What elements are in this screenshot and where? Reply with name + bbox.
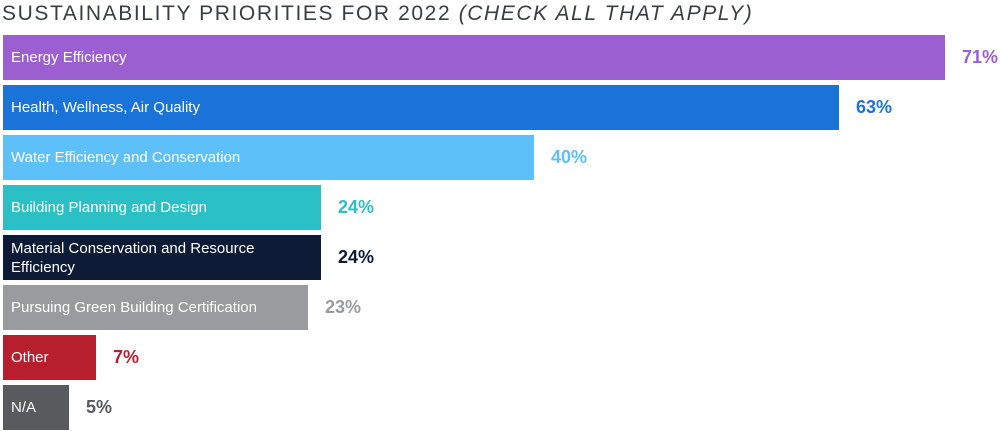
bar: Water Efficiency and Conservation bbox=[3, 135, 534, 180]
value-label: 24% bbox=[338, 246, 375, 267]
bar-label: Material Conservation and Resource Effic… bbox=[11, 239, 255, 276]
value-label: 40% bbox=[551, 146, 588, 167]
bar-label: Energy Efficiency bbox=[11, 49, 127, 66]
bar: Energy Efficiency bbox=[3, 35, 945, 80]
value-label: 23% bbox=[325, 296, 362, 317]
value-label: 71% bbox=[962, 46, 999, 67]
chart-title-main: SUSTAINABILITY PRIORITIES FOR 2022 bbox=[2, 2, 452, 25]
bar-label: Other bbox=[11, 349, 49, 366]
bar: Pursuing Green Building Certification bbox=[3, 285, 308, 330]
value-label: 63% bbox=[856, 96, 893, 117]
bar-label: Water Efficiency and Conservation bbox=[11, 149, 241, 166]
value-label: 24% bbox=[338, 196, 375, 217]
bar-label: Building Planning and Design bbox=[11, 199, 207, 216]
value-label: 5% bbox=[86, 396, 113, 417]
chart-title: SUSTAINABILITY PRIORITIES FOR 2022 (CHEC… bbox=[2, 2, 753, 26]
bar: Other bbox=[3, 335, 96, 380]
bar-label: Health, Wellness, Air Quality bbox=[11, 99, 200, 116]
bar: Building Planning and Design bbox=[3, 185, 321, 230]
chart-subtitle: (CHECK ALL THAT APPLY) bbox=[458, 2, 754, 25]
bar: Material Conservation and Resource Effic… bbox=[3, 235, 321, 280]
bar-label: Pursuing Green Building Certification bbox=[11, 299, 257, 316]
value-label: 7% bbox=[113, 346, 140, 367]
bar-label: N/A bbox=[11, 399, 37, 416]
bar: Health, Wellness, Air Quality bbox=[3, 85, 839, 130]
bar: N/A bbox=[3, 385, 69, 430]
